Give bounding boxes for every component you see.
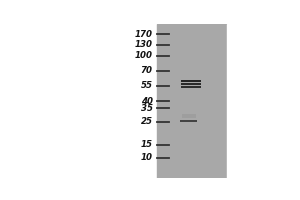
Text: 170: 170: [135, 30, 153, 39]
Bar: [227, 24, 270, 178]
Text: 70: 70: [141, 66, 153, 75]
Bar: [181, 83, 201, 85]
Text: 40: 40: [141, 97, 153, 106]
Bar: [182, 114, 196, 118]
Text: 25: 25: [141, 117, 153, 126]
Text: 130: 130: [135, 40, 153, 49]
Text: 35: 35: [141, 104, 153, 113]
Text: 10: 10: [141, 153, 153, 162]
Bar: [181, 80, 201, 82]
Text: 100: 100: [135, 51, 153, 60]
Bar: [181, 86, 201, 88]
Bar: [38, 24, 157, 178]
Bar: [157, 24, 227, 178]
Text: 55: 55: [141, 81, 153, 90]
Text: 15: 15: [141, 140, 153, 149]
Bar: [181, 120, 197, 122]
